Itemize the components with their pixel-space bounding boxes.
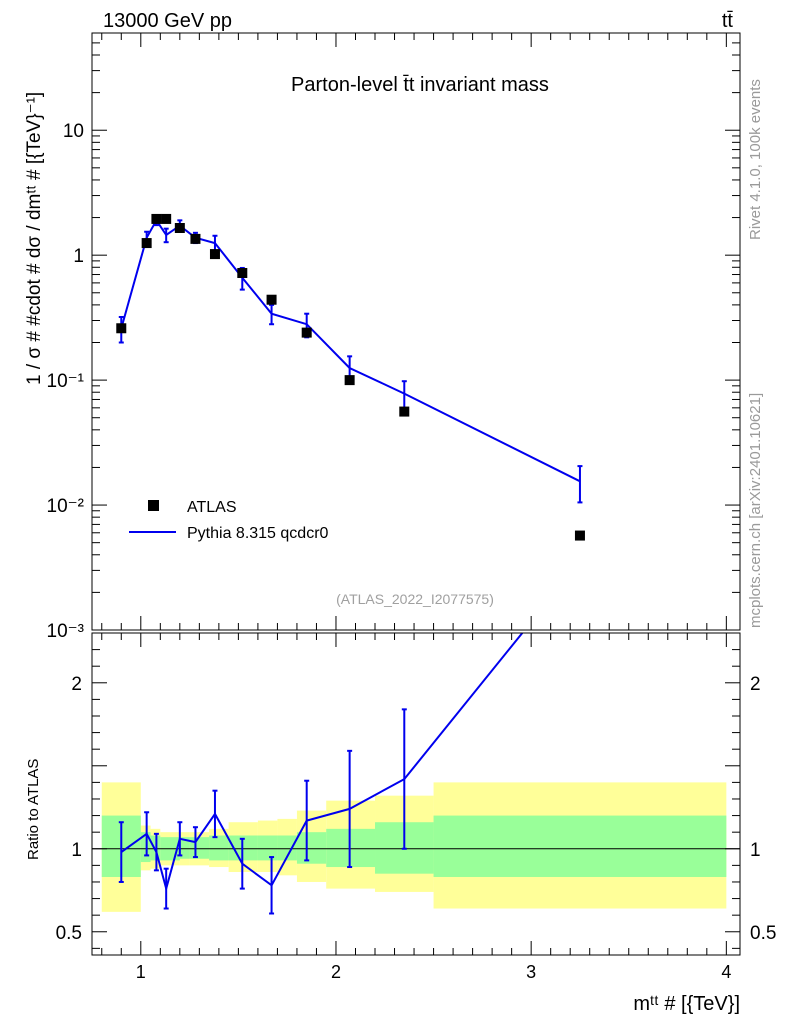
atlas-data-point <box>237 267 248 278</box>
y-tick-label-top: 10⁻¹ <box>47 371 85 392</box>
main-panel-frame <box>91 32 741 631</box>
legend-atlas-marker <box>148 500 159 511</box>
main-panel: 10 1 10⁻¹ 10⁻² 10⁻³ Parton-level t̄t invaria… <box>47 32 741 642</box>
pythia-line <box>120 218 581 483</box>
y-tick-label-bottom-right: 2 <box>750 674 761 695</box>
atlas-data-point <box>161 213 172 224</box>
y-tick-label-top: 10 <box>63 121 84 142</box>
process-label: tt̄ <box>722 10 734 32</box>
ratio-band-stat <box>433 815 727 877</box>
y-tick-label-bottom: 1 <box>71 840 82 861</box>
legend-atlas-label: ATLAS <box>187 499 237 516</box>
analysis-id-label: (ATLAS_2022_I2077575) <box>336 591 494 607</box>
atlas-data-point <box>209 249 220 260</box>
atlas-data-point <box>190 233 201 244</box>
source-label: mcplots.cern.ch [arXiv:2401.10621] <box>747 393 764 628</box>
x-tick-label: 1 <box>136 962 146 982</box>
atlas-data-point <box>174 222 185 233</box>
x-axis-title: mᵗᵗ # [{TeV}] <box>633 993 740 1015</box>
ratio-panel-frame <box>91 632 741 956</box>
x-tick-label: 2 <box>331 962 341 982</box>
atlas-data-point <box>574 530 585 541</box>
y-axis-title-top: 1 / σ # #cdot # dσ / dmᵗᵗ # [{TeV}⁻¹] <box>24 92 45 385</box>
y-tick-label-bottom: 2 <box>71 674 82 695</box>
y-axis-title-bottom: Ratio to ATLAS <box>25 759 42 860</box>
legend: ATLAS Pythia 8.315 qcdcr0 <box>129 499 329 542</box>
ratio-band-stat <box>296 832 327 864</box>
legend-pythia-label: Pythia 8.315 qcdcr0 <box>187 525 329 542</box>
y-tick-label-bottom: 0.5 <box>56 923 82 944</box>
atlas-data-point <box>266 294 277 305</box>
ratio-band-stat <box>209 835 229 861</box>
y-tick-label-top: 1 <box>73 246 84 267</box>
chart-title: Parton-level t̄t invariant mass <box>291 74 549 96</box>
x-tick-label: 3 <box>526 962 536 982</box>
atlas-data-point <box>151 213 162 224</box>
ratio-band-stat <box>257 835 278 861</box>
atlas-data-point <box>344 375 355 386</box>
y-tick-label-bottom-right: 0.5 <box>750 923 776 944</box>
ratio-panel: 1 2 3 4 0.5 0.5 1 1 2 2 <box>56 632 776 982</box>
y-tick-label-top: 10⁻² <box>47 496 85 517</box>
atlas-data-point <box>301 327 312 338</box>
atlas-data-point <box>116 323 127 334</box>
y-tick-label-top: 10⁻³ <box>47 621 85 642</box>
x-tick-label: 4 <box>721 962 731 982</box>
energy-label: 13000 GeV pp <box>103 10 232 32</box>
atlas-data-point <box>399 406 410 417</box>
atlas-data-point <box>141 238 152 249</box>
ratio-band-stat <box>179 837 190 859</box>
ratio-band-stat <box>189 837 210 859</box>
ratio-band-stat <box>277 835 297 861</box>
y-tick-label-bottom-right: 1 <box>750 840 761 861</box>
rivet-version-label: Rivet 4.1.0, 100k events <box>747 79 764 240</box>
